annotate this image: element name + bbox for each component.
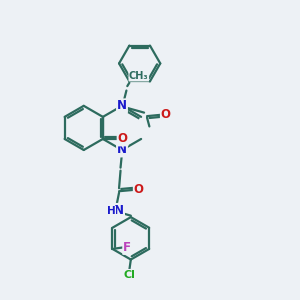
Text: CH₃: CH₃: [129, 71, 148, 81]
Text: N: N: [117, 99, 127, 112]
Text: F: F: [123, 241, 131, 254]
Text: Cl: Cl: [123, 270, 135, 280]
Text: O: O: [118, 133, 128, 146]
Text: H: H: [107, 206, 116, 216]
Text: N: N: [114, 204, 124, 217]
Text: O: O: [161, 108, 171, 121]
Text: O: O: [134, 183, 144, 196]
Text: N: N: [117, 143, 127, 157]
